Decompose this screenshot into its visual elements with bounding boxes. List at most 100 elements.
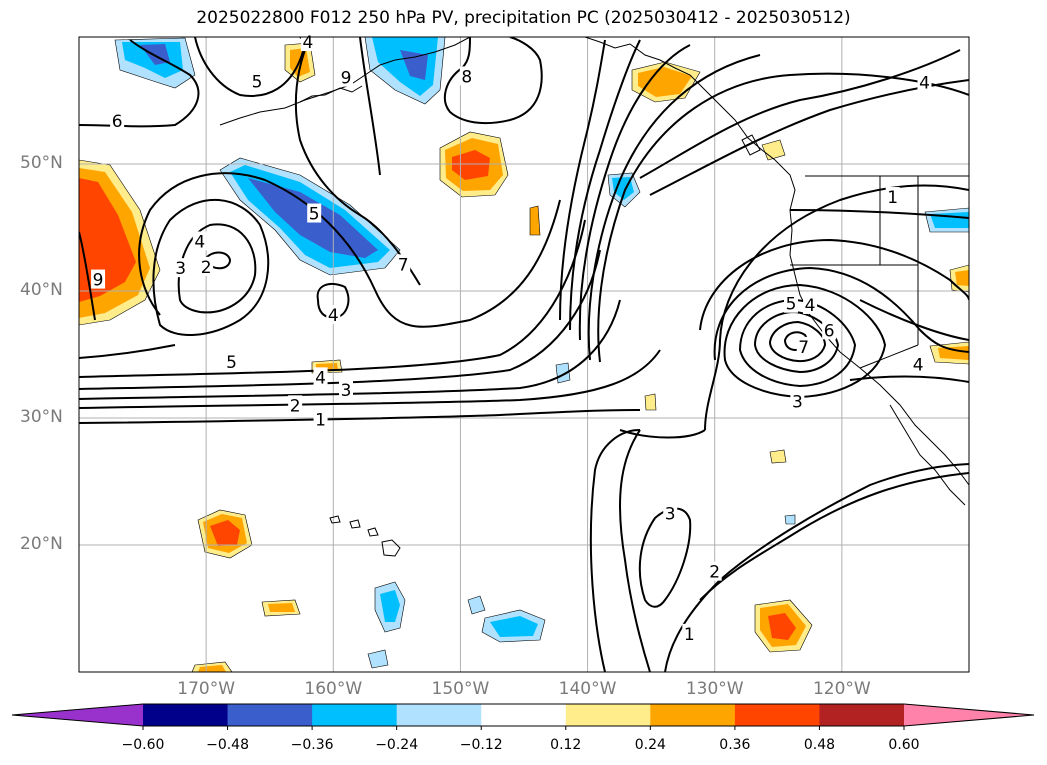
colorbar-tick-label: 0.24 [634,737,666,753]
contour-label-background [173,258,188,278]
contour-value-label: 4 [302,33,313,53]
island-hawaii [381,539,401,557]
contour-value-label: 4 [315,368,326,388]
coastlines [219,37,969,557]
contour-label-background [339,67,353,87]
precip-anomaly-region [400,50,428,80]
colorbar [11,703,1035,730]
contour-value-label: 2 [709,563,720,583]
contour-label-background [796,336,811,356]
contour-label-background [663,503,678,523]
state-border [790,176,919,369]
contour-value-label: 9 [93,271,104,291]
colorbar-extend-min [12,704,143,726]
contour-value-label: 1 [887,188,898,208]
precip-anomaly-region [367,649,389,669]
pv-contour-line [79,349,661,409]
alaska-peninsula-coast [299,85,363,103]
colorbar-tick-label: −0.24 [375,737,419,753]
colorbar-segment [396,704,482,726]
contour-value-label: 1 [684,625,695,645]
contour-value-label: 5 [252,72,263,92]
contour-label-background [682,623,697,643]
colorbar-tick-label: 0.60 [888,737,920,753]
colorbar-segment [819,704,905,726]
contour-value-label: 4 [805,296,816,316]
contour-label-background [917,72,932,92]
contour-value-label: 7 [398,255,409,275]
contour-label-background [822,320,837,340]
pv-contour-line [578,44,691,341]
alaska-southeast-coast [584,37,969,486]
precip-anomaly-region [784,514,796,525]
contour-label-background [224,352,239,372]
contour-value-label: 5 [309,205,320,225]
contour-label-background [803,294,818,314]
pv-contour-line [559,39,606,321]
pv-contour-line [316,282,350,320]
contour-label-background [250,71,264,91]
precip-anomaly-region [955,270,969,286]
haida-gwaii [741,134,761,156]
precip-anomaly-region [638,67,692,97]
contour-value-label: 2 [201,258,212,278]
pv-contour-line [699,472,969,601]
contour-value-label: 4 [919,74,930,94]
colorbar-extend-max [904,704,1034,726]
contour-value-label: 6 [112,112,123,132]
precip-anomaly-region [768,613,796,640]
colorbar-segment [734,704,820,726]
contour-label-background [307,203,322,223]
colorbar-tick-label: 0.12 [550,737,582,753]
contour-label-background [313,367,328,387]
longitude-tick-label: 170°W [177,679,236,699]
longitude-tick-label: 160°W [304,679,363,699]
contour-value-label: 3 [665,504,676,524]
precip-anomaly-region [490,616,538,637]
alaska-aleutian-coast [219,37,471,126]
precip-anomaly-region [198,665,226,672]
pv-contour-line [569,39,641,331]
pv-contour-line [79,344,176,359]
contour-label-background [339,380,353,400]
precip-anomaly-region [644,393,657,411]
longitude-tick-label: 120°W [812,679,871,699]
pv-contour-line [79,231,96,321]
map-frame [78,36,970,673]
pv-contour-line [79,219,586,378]
baja-coast [889,404,966,506]
longitude-tick-label: 130°W [685,679,744,699]
pv-contour-line [789,209,969,219]
contour-label-background [192,231,207,251]
pv-contours [79,37,969,672]
contour-label-background [91,269,106,289]
pv-contour-line [294,37,421,286]
contour-value-label: 3 [792,392,803,412]
contour-value-label: 7 [798,338,809,358]
latitude-tick-label: 50°N [20,153,63,173]
contour-label-background [396,254,411,274]
contour-label-background [707,561,722,581]
contour-label-background [790,391,805,411]
colorbar-tick-label: −0.12 [459,737,503,753]
pv-contour-line [138,172,561,328]
pv-contour-line [738,298,857,388]
colorbar-tick-label: 0.36 [719,737,751,753]
pv-contour-line [753,310,840,374]
precip-anomaly-region [938,346,969,360]
precip-anomaly-region [268,603,295,612]
contour-value-label: 4 [194,232,205,252]
pv-contour-line [359,37,381,176]
contour-label-background [313,409,328,429]
precip-anomaly-region [529,205,541,236]
contour-value-label: 2 [290,396,301,416]
pv-contour-line [723,283,887,399]
longitude-tick-label: 150°W [431,679,490,699]
contour-label-background [288,395,303,415]
colorbar-segment [481,704,567,726]
pv-contour-line [79,299,621,400]
colorbar-tick-label: 0.48 [803,737,836,753]
pv-contour-line [713,266,969,361]
